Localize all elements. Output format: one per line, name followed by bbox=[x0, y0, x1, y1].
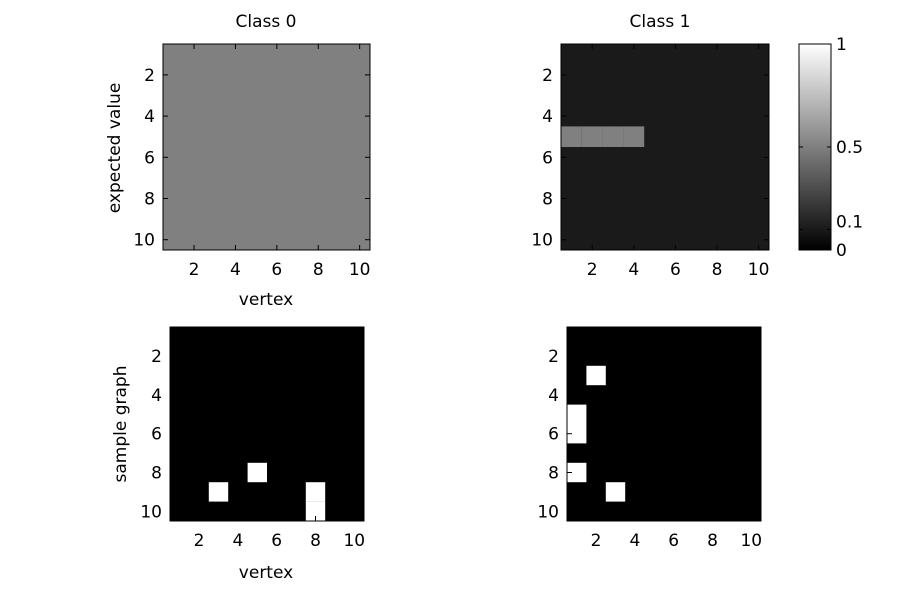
x-tick-label: 2 bbox=[591, 531, 602, 551]
x-tick-label: 10 bbox=[343, 531, 365, 551]
x-tick-label: 8 bbox=[313, 260, 324, 280]
y-tick-label: 8 bbox=[548, 464, 559, 484]
x-axis-label: vertex bbox=[239, 290, 293, 310]
heatmap-cell bbox=[208, 482, 229, 502]
x-tick-label: 8 bbox=[310, 531, 321, 551]
heatmap-panel-sample-graph-1: 2 4 6 8 10 2 4 6 8 10 bbox=[537, 326, 762, 551]
x-tick-label: 4 bbox=[628, 260, 639, 280]
x-tick-label: 6 bbox=[668, 531, 679, 551]
heatmap-cell bbox=[581, 126, 603, 147]
y-tick-label: 10 bbox=[537, 502, 559, 522]
x-tick-label: 2 bbox=[189, 260, 200, 280]
y-tick-label: 8 bbox=[542, 190, 553, 210]
heatmap-panel-class-1: Class 1 2 4 6 8 10 2 4 6 8 10 bbox=[531, 12, 770, 280]
panel-title: Class 1 bbox=[630, 12, 691, 32]
y-tick-label: 4 bbox=[542, 107, 553, 127]
heatmap-cell bbox=[602, 126, 624, 147]
y-tick-label: 2 bbox=[548, 347, 559, 367]
x-tick-label: 10 bbox=[748, 260, 770, 280]
heatmap-panel-sample-graph-0: vertex sample graph 2 4 6 8 10 2 4 6 8 10 bbox=[111, 326, 365, 583]
colorbar-tick-label: 0.1 bbox=[836, 212, 863, 232]
plot-frame bbox=[169, 326, 365, 522]
heatmap-background bbox=[567, 327, 761, 521]
y-tick-label: 10 bbox=[140, 502, 162, 522]
y-tick-label: 4 bbox=[151, 386, 162, 406]
y-tick-label: 4 bbox=[144, 107, 155, 127]
heatmap-cell bbox=[567, 424, 587, 444]
x-tick-label: 4 bbox=[232, 531, 243, 551]
colorbar-tick-label: 0 bbox=[836, 241, 847, 261]
colorbar-tick-label: 0.5 bbox=[836, 138, 863, 158]
heatmap-cell bbox=[561, 126, 582, 147]
x-tick-label: 2 bbox=[194, 531, 205, 551]
x-tick-label: 2 bbox=[587, 260, 598, 280]
x-tick-label: 10 bbox=[349, 260, 371, 280]
heatmap-cell bbox=[247, 462, 267, 483]
heatmap-panel-class-0: Class 0 vertex expected value 2 4 6 8 10 2 4 6 8… bbox=[105, 12, 371, 310]
y-tick-label: 8 bbox=[151, 464, 162, 484]
y-tick-label: 6 bbox=[548, 425, 559, 445]
heatmap-cell bbox=[305, 482, 326, 502]
x-tick-label: 4 bbox=[629, 531, 640, 551]
heatmap-cell bbox=[305, 501, 326, 521]
y-tick-label: 6 bbox=[144, 148, 155, 168]
heatmap-cell bbox=[567, 462, 587, 483]
y-tick-label: 2 bbox=[144, 66, 155, 86]
y-tick-label: 10 bbox=[531, 231, 553, 251]
colorbar-tick-label: 1 bbox=[836, 35, 847, 55]
x-tick-label: 6 bbox=[271, 531, 282, 551]
y-tick-label: 2 bbox=[542, 66, 553, 86]
y-tick-label: 10 bbox=[133, 231, 155, 251]
y-tick-label: 8 bbox=[144, 190, 155, 210]
y-axis-label: sample graph bbox=[111, 366, 131, 483]
x-tick-label: 8 bbox=[707, 531, 718, 551]
y-tick-label: 2 bbox=[151, 347, 162, 367]
y-tick-label: 4 bbox=[548, 386, 559, 406]
y-tick-label: 6 bbox=[151, 425, 162, 445]
heatmap-cell bbox=[586, 365, 606, 386]
x-axis-label: vertex bbox=[239, 563, 293, 583]
heatmap-background bbox=[170, 327, 364, 521]
colorbar-gradient bbox=[798, 43, 832, 251]
heatmap-background bbox=[163, 44, 370, 250]
heatmap-cell bbox=[623, 126, 645, 147]
heatmap-cell bbox=[605, 482, 626, 502]
x-tick-label: 6 bbox=[670, 260, 681, 280]
x-tick-label: 6 bbox=[271, 260, 282, 280]
plot-frame bbox=[162, 43, 371, 251]
x-tick-label: 4 bbox=[230, 260, 241, 280]
x-tick-label: 8 bbox=[712, 260, 723, 280]
x-tick-label: 10 bbox=[740, 531, 762, 551]
plot-frame bbox=[566, 326, 762, 522]
plot-frame bbox=[560, 43, 770, 251]
y-axis-label: expected value bbox=[105, 83, 125, 214]
colorbar: 1 0.5 0.1 0 bbox=[798, 35, 863, 261]
heatmap-cell bbox=[567, 404, 587, 424]
panel-title: Class 0 bbox=[236, 12, 297, 32]
y-tick-label: 6 bbox=[542, 148, 553, 168]
